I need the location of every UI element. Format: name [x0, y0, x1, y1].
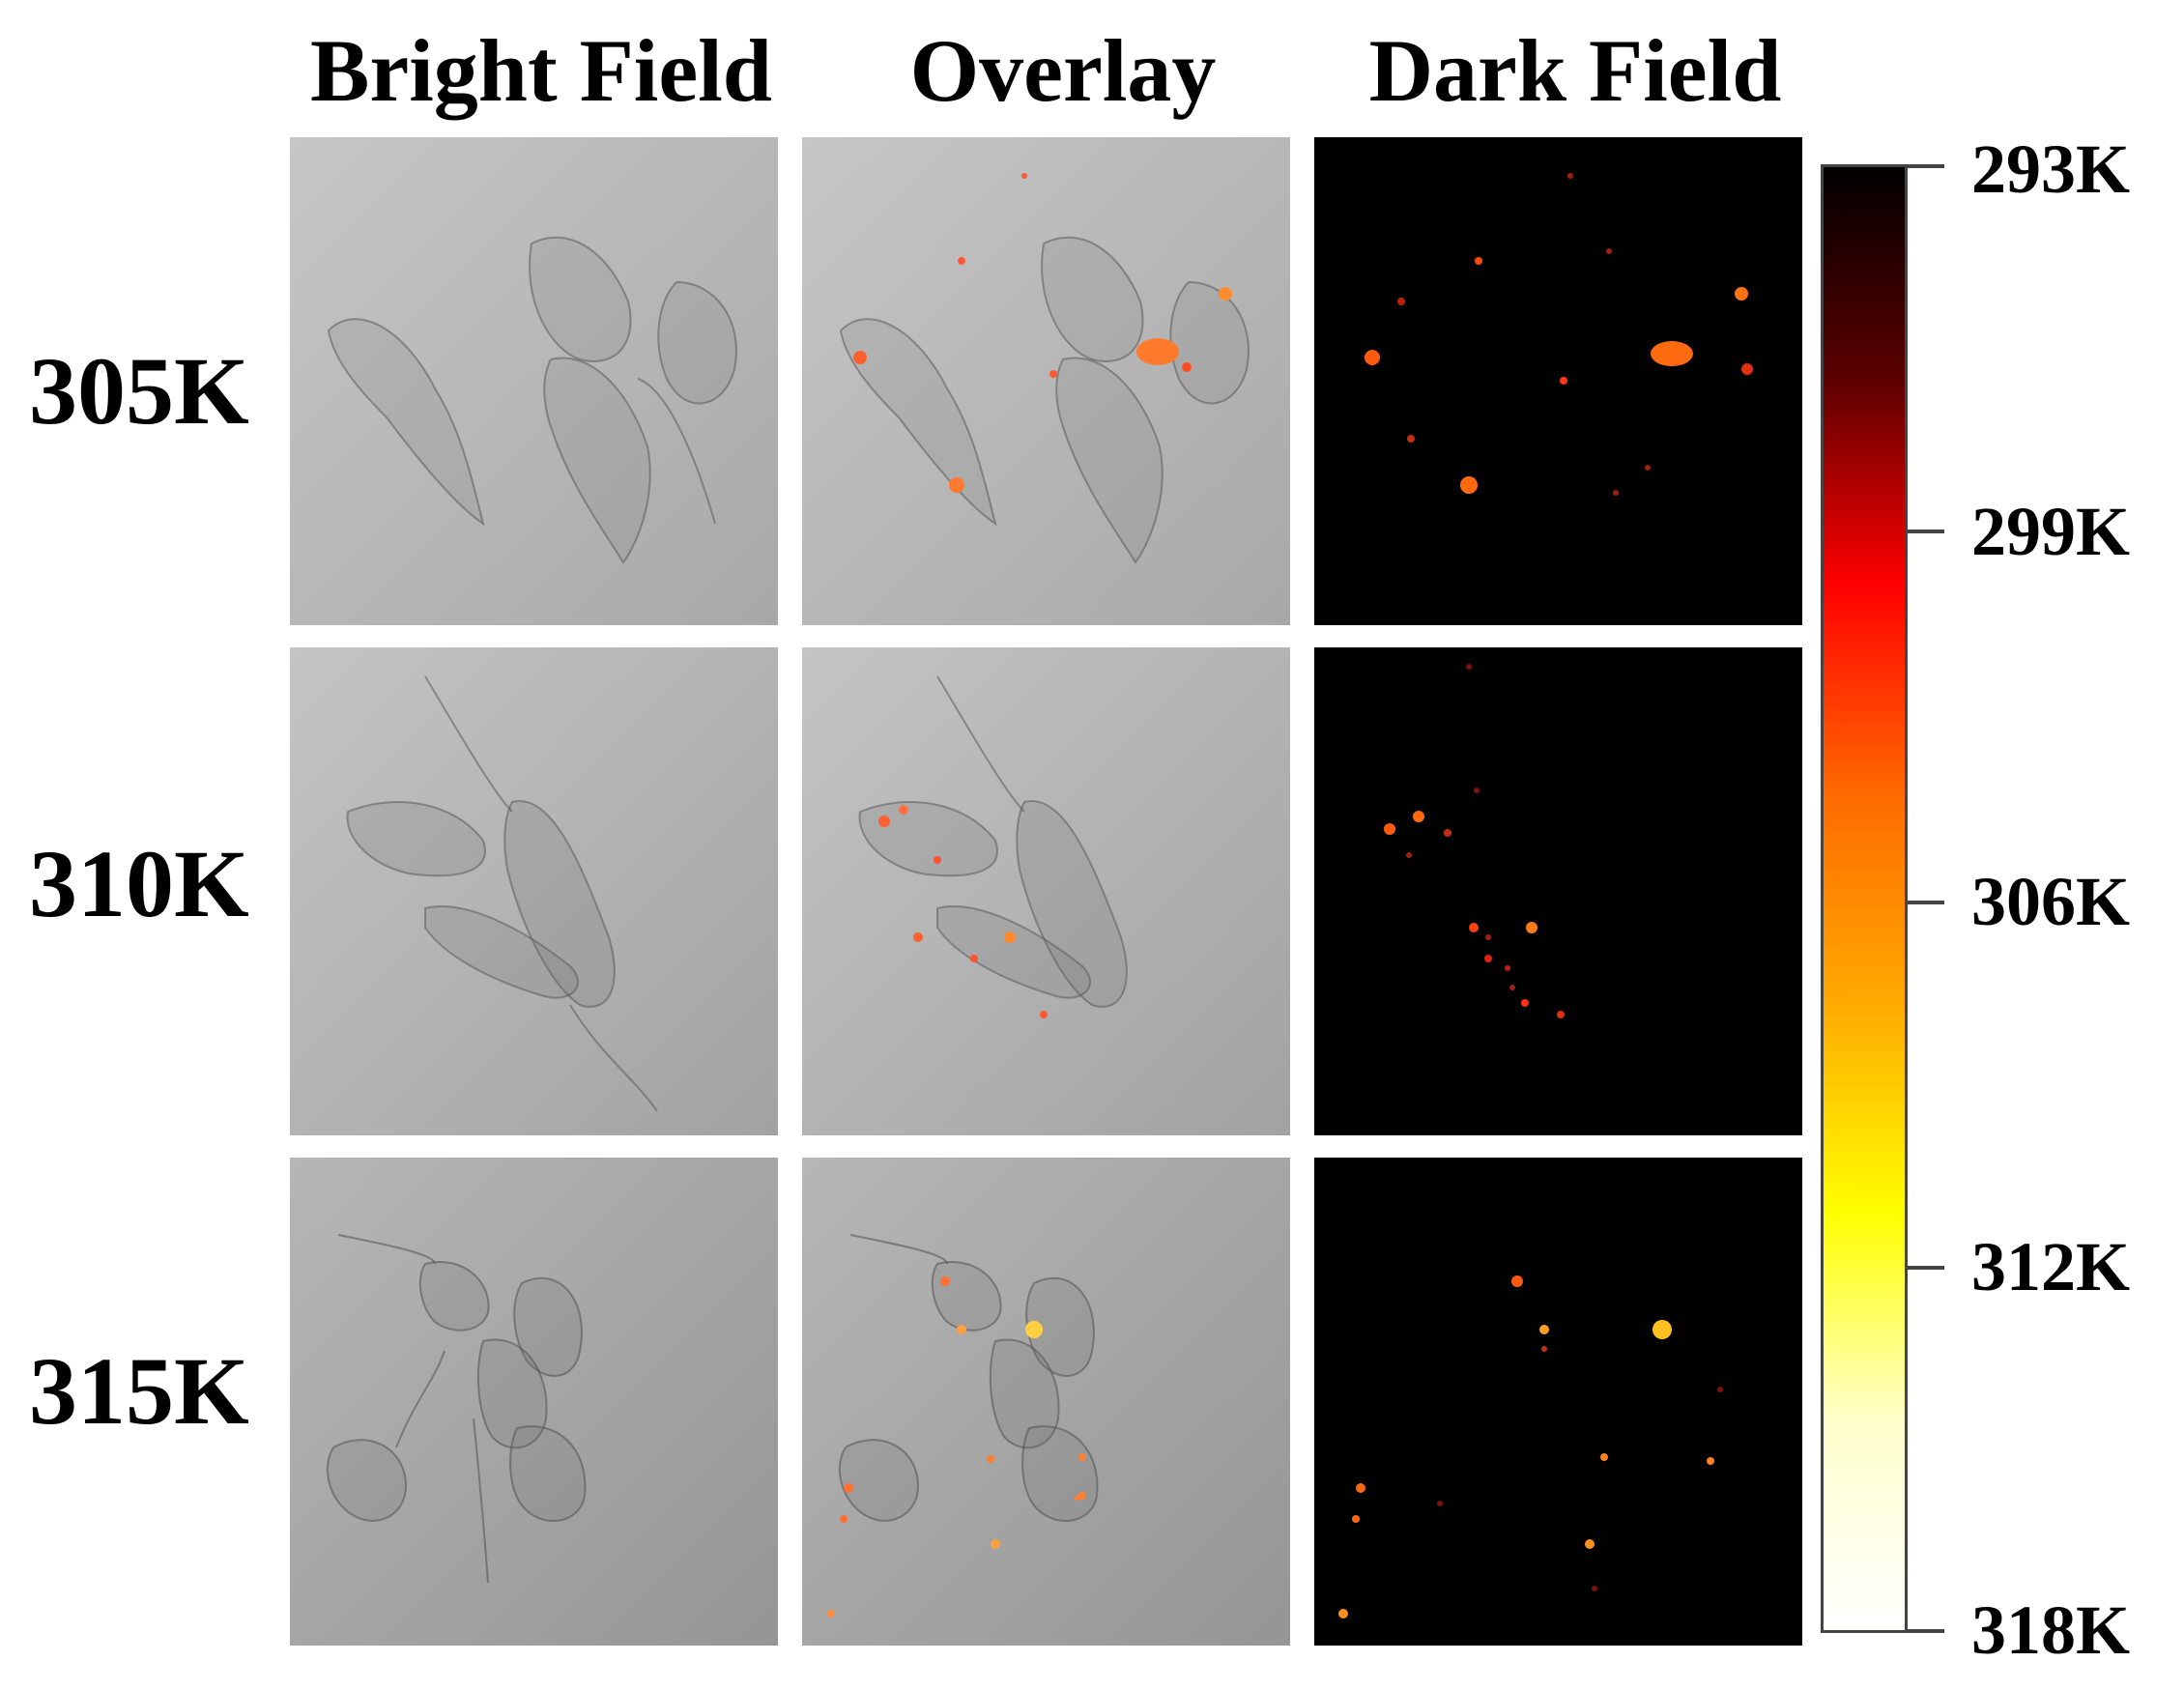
colorbar-tick [1908, 901, 1944, 904]
bright-field-image-315k [290, 1158, 778, 1646]
bright-field-image-310k [290, 647, 778, 1135]
row-label-310k: 310K [29, 830, 249, 937]
temperature-colorbar [1821, 164, 1908, 1633]
column-header-bright-field: Bright Field [310, 21, 772, 120]
column-header-dark-field: Dark Field [1368, 21, 1782, 120]
colorbar-label-318k: 318K [1971, 1591, 2131, 1669]
overlay-image-305k [802, 137, 1290, 625]
overlay-image-315k [802, 1158, 1290, 1646]
column-header-overlay: Overlay [909, 21, 1217, 120]
row-label-305k: 305K [29, 337, 249, 444]
dark-field-image-315k [1314, 1158, 1802, 1646]
colorbar-tick [1908, 164, 1944, 168]
colorbar-label-293k: 293K [1971, 130, 2131, 208]
row-label-315k: 315K [29, 1337, 249, 1445]
dark-field-image-310k [1314, 647, 1802, 1135]
colorbar-label-312k: 312K [1971, 1228, 2131, 1305]
colorbar-label-299k: 299K [1971, 493, 2131, 570]
colorbar-tick [1908, 530, 1944, 533]
colorbar-tick [1908, 1629, 1944, 1633]
colorbar-label-306k: 306K [1971, 863, 2131, 940]
overlay-image-310k [802, 647, 1290, 1135]
dark-field-image-305k [1314, 137, 1802, 625]
colorbar-tick [1908, 1266, 1944, 1270]
bright-field-image-305k [290, 137, 778, 625]
